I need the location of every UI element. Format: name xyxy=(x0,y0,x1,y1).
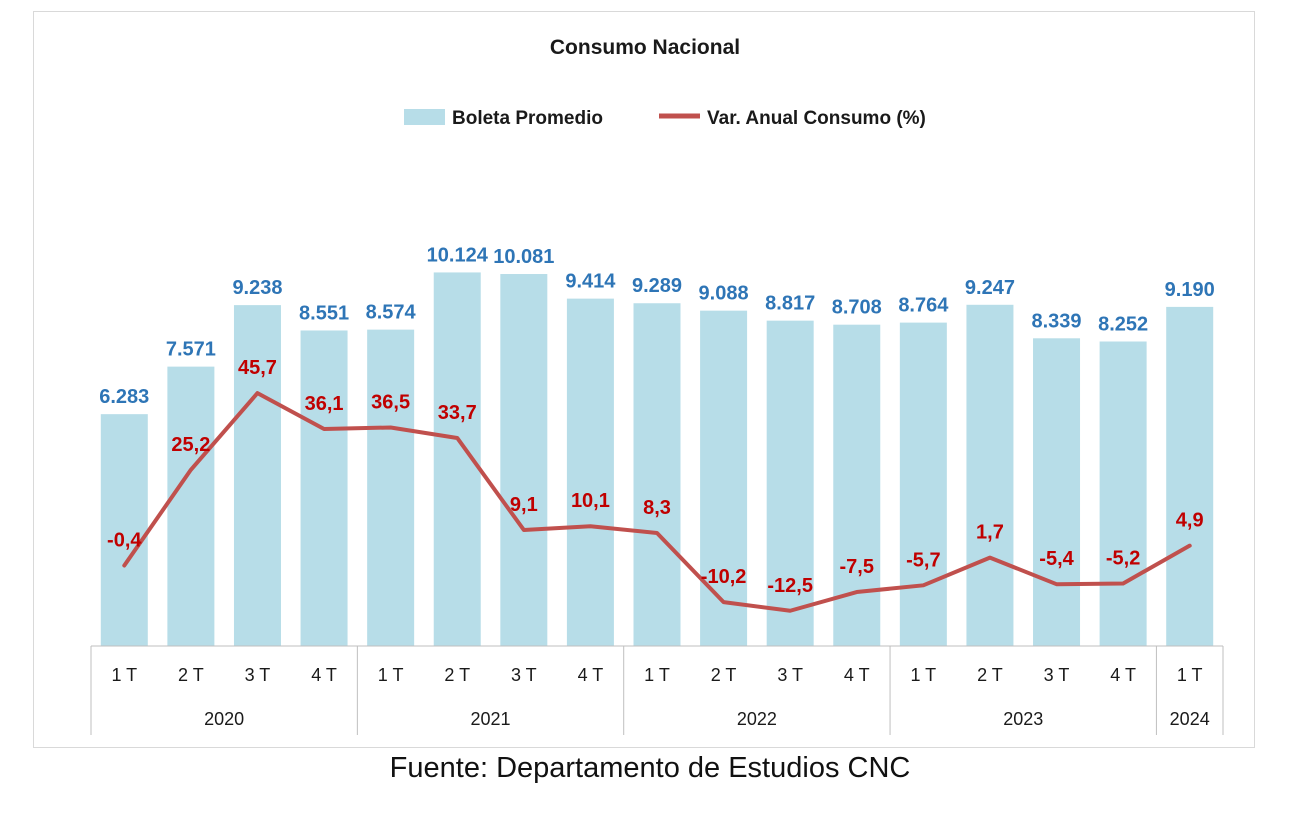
bar-value-label: 8.817 xyxy=(765,293,815,315)
bar-value-label: 8.574 xyxy=(366,302,417,324)
line-value-label: -5,4 xyxy=(1039,548,1074,570)
x-tick-label: 4 T xyxy=(844,665,870,685)
x-tick-label: 1 T xyxy=(911,665,937,685)
x-tick-label: 3 T xyxy=(1044,665,1070,685)
line-value-label: -5,7 xyxy=(906,549,940,571)
line-value-label: 45,7 xyxy=(238,357,277,379)
x-tick-label: 1 T xyxy=(378,665,404,685)
bar-value-label: 8.551 xyxy=(299,302,349,324)
line-value-label: -10,2 xyxy=(701,566,747,588)
bar xyxy=(367,329,415,646)
x-tick-label: 4 T xyxy=(578,665,604,685)
bar-value-label: 8.708 xyxy=(832,297,882,319)
chart-frame: Consumo Nacional Boleta Promedio Var. Anua… xyxy=(33,11,1255,748)
bar-value-label: 10.081 xyxy=(493,246,554,268)
line-value-label: 25,2 xyxy=(171,434,210,456)
bar xyxy=(300,330,348,646)
bar-value-label: 9.247 xyxy=(965,277,1015,299)
x-tick-label: 2 T xyxy=(711,665,737,685)
bar xyxy=(1099,341,1147,646)
bar xyxy=(633,303,681,646)
bar-value-label: 9.414 xyxy=(565,271,616,293)
bar xyxy=(233,305,281,646)
line-value-label: -12,5 xyxy=(767,575,813,597)
bar-value-label: 9.238 xyxy=(232,277,282,299)
legend-swatch-bars xyxy=(404,109,445,125)
bar xyxy=(966,304,1014,646)
x-group-label: 2022 xyxy=(737,709,777,729)
x-tick-label: 3 T xyxy=(777,665,803,685)
bar-value-label: 6.283 xyxy=(99,386,149,408)
line-value-label: 10,1 xyxy=(571,490,610,512)
line-value-label: 9,1 xyxy=(510,494,538,516)
bar xyxy=(167,366,215,646)
x-tick-label: 3 T xyxy=(511,665,537,685)
x-tick-label: 1 T xyxy=(1177,665,1203,685)
x-group-label: 2020 xyxy=(204,709,244,729)
bar-value-label: 8.339 xyxy=(1031,310,1081,332)
bar xyxy=(566,298,614,646)
x-tick-label: 1 T xyxy=(111,665,137,685)
x-group-label: 2023 xyxy=(1003,709,1043,729)
bar xyxy=(100,414,148,646)
bar xyxy=(1166,306,1214,646)
x-tick-label: 2 T xyxy=(444,665,470,685)
chart-title: Consumo Nacional xyxy=(550,36,740,59)
x-tick-label: 4 T xyxy=(311,665,337,685)
bar-value-label: 8.764 xyxy=(898,295,949,317)
x-group-label: 2024 xyxy=(1170,709,1210,729)
legend-label-bars: Boleta Promedio xyxy=(452,108,603,129)
bar xyxy=(500,274,548,646)
x-tick-label: 4 T xyxy=(1110,665,1136,685)
x-group-label: 2021 xyxy=(471,709,511,729)
bar-value-label: 9.289 xyxy=(632,275,682,297)
bar xyxy=(700,310,748,646)
line-value-label: 33,7 xyxy=(438,402,477,424)
bar-value-label: 7.571 xyxy=(166,339,216,361)
line-value-label: 36,1 xyxy=(305,393,344,415)
chart-canvas: Consumo Nacional Boleta Promedio Var. Anua… xyxy=(90,36,1224,735)
legend-label-line: Var. Anual Consumo (%) xyxy=(707,108,926,129)
bar-value-label: 10.124 xyxy=(427,244,489,266)
x-tick-label: 1 T xyxy=(644,665,670,685)
x-tick-label: 2 T xyxy=(977,665,1003,685)
line-value-label: 4,9 xyxy=(1176,510,1204,532)
bar xyxy=(1033,338,1081,646)
source-caption: Fuente: Departamento de Estudios CNC xyxy=(389,752,911,784)
bar xyxy=(766,320,814,646)
bar-value-label: 8.252 xyxy=(1098,314,1148,336)
x-tick-label: 2 T xyxy=(178,665,204,685)
bar-value-label: 9.190 xyxy=(1165,279,1215,301)
line-value-label: 1,7 xyxy=(976,522,1004,544)
x-tick-label: 3 T xyxy=(245,665,271,685)
line-value-label: 36,5 xyxy=(371,391,410,413)
line-value-label: -0,4 xyxy=(107,529,142,551)
line-series xyxy=(122,391,1192,613)
line-value-label: -5,2 xyxy=(1106,547,1140,569)
bar xyxy=(899,322,947,646)
bar-value-label: 9.088 xyxy=(699,283,749,305)
line-value-label: -7,5 xyxy=(840,556,874,578)
line-value-label: 8,3 xyxy=(643,497,671,519)
